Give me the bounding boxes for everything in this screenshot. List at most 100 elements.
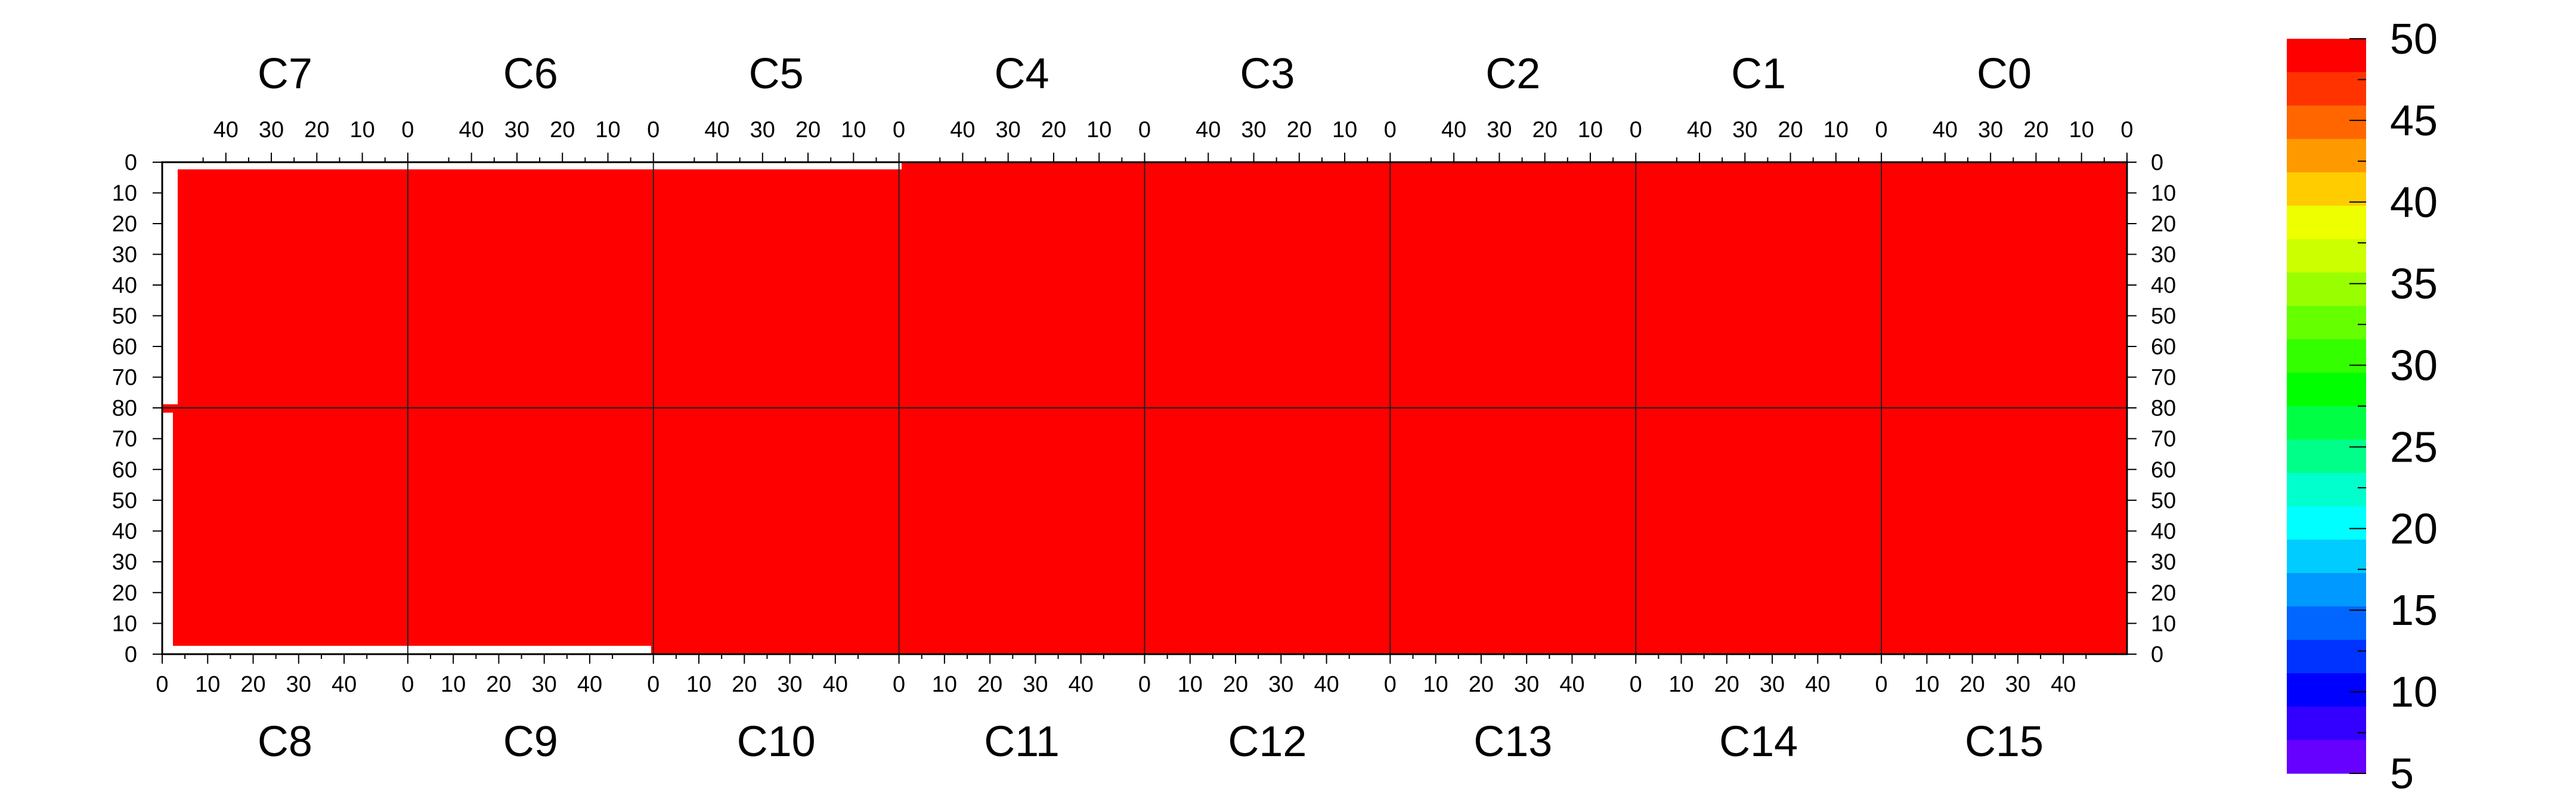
left-tick-label: 20 [112, 581, 137, 606]
right-tick-label: 0 [2151, 642, 2163, 667]
left-tick-label: 0 [125, 150, 137, 175]
colorbar-segment [2287, 406, 2366, 440]
bottom-tick-label: 20 [1223, 672, 1248, 697]
unmapped-strip [162, 413, 173, 654]
top-tick-label: 20 [795, 117, 821, 143]
top-tick-label: 40 [1687, 117, 1712, 143]
bottom-tick-label: 30 [532, 672, 557, 697]
right-tick-label: 10 [2151, 181, 2176, 206]
colorbar-segment [2287, 373, 2366, 407]
colorbar-segment [2287, 273, 2366, 307]
colorbar-segment [2287, 106, 2366, 140]
colorbar-tick-label: 35 [2390, 261, 2438, 308]
left-tick-label: 0 [125, 642, 137, 667]
colorbar-segment [2287, 39, 2366, 73]
colorbar-segment [2287, 573, 2366, 607]
colorbar-segment [2287, 740, 2366, 774]
right-tick-label: 40 [2151, 273, 2176, 298]
bottom-tick-label: 0 [156, 672, 168, 697]
left-tick-label: 10 [112, 181, 137, 206]
chip-label-bottom: C12 [1228, 718, 1306, 766]
bottom-tick-label: 20 [1714, 672, 1739, 697]
right-tick-label: 60 [2151, 457, 2176, 482]
right-tick-label: 80 [2151, 396, 2176, 421]
top-tick-label: 10 [1823, 117, 1849, 143]
bottom-tick-label: 30 [286, 672, 311, 697]
left-tick-label: 10 [112, 611, 137, 636]
bottom-tick-label: 40 [1314, 672, 1339, 697]
top-tick-label: 40 [704, 117, 729, 143]
colorbar-segment [2287, 439, 2366, 473]
chip-label-bottom: C14 [1719, 718, 1798, 766]
colorbar-segment [2287, 506, 2366, 540]
left-tick-label: 40 [112, 273, 137, 298]
chip-label-top: C7 [258, 50, 312, 98]
chip-label-top: C2 [1485, 50, 1540, 98]
colorbar-segment [2287, 640, 2366, 674]
right-tick-label: 50 [2151, 488, 2176, 513]
right-tick-label: 0 [2151, 150, 2163, 175]
chip-label-bottom: C10 [737, 718, 816, 766]
colorbar-tick-label: 15 [2390, 587, 2438, 634]
top-tick-label: 10 [2069, 117, 2094, 143]
bottom-tick-label: 0 [1875, 672, 1888, 697]
bottom-tick-label: 10 [1914, 672, 1939, 697]
top-tick-label: 10 [1578, 117, 1603, 143]
unmapped-strip [162, 162, 178, 404]
top-tick-label: 30 [259, 117, 284, 143]
top-tick-label: 0 [1875, 117, 1888, 143]
bottom-tick-label: 30 [2005, 672, 2030, 697]
left-tick-label: 40 [112, 519, 137, 544]
top-tick-label: 40 [1441, 117, 1466, 143]
top-tick-label: 40 [1933, 117, 1958, 143]
bottom-tick-label: 10 [441, 672, 466, 697]
bottom-tick-label: 10 [686, 672, 711, 697]
right-tick-label: 70 [2151, 366, 2176, 391]
bottom-tick-label: 10 [1178, 672, 1203, 697]
colorbar-segment [2287, 139, 2366, 173]
bottom-tick-label: 20 [1469, 672, 1494, 697]
bottom-tick-label: 10 [1423, 672, 1448, 697]
chip-label-top: C6 [503, 50, 558, 98]
bottom-tick-label: 0 [1138, 672, 1151, 697]
top-tick-label: 20 [304, 117, 329, 143]
colorbar-tick-label: 50 [2390, 16, 2438, 63]
bottom-tick-label: 40 [1069, 672, 1094, 697]
bottom-tick-label: 30 [777, 672, 802, 697]
top-tick-label: 0 [647, 117, 660, 143]
top-tick-label: 30 [504, 117, 530, 143]
chip-label-bottom: C11 [984, 718, 1060, 766]
bottom-tick-label: 0 [1630, 672, 1642, 697]
top-tick-label: 10 [1086, 117, 1111, 143]
left-tick-label: 20 [112, 212, 137, 237]
right-tick-label: 30 [2151, 243, 2176, 268]
colorbar-segment [2287, 172, 2366, 206]
right-tick-label: 20 [2151, 212, 2176, 237]
bottom-tick-label: 40 [332, 672, 357, 697]
right-tick-label: 10 [2151, 611, 2176, 636]
bottom-tick-label: 10 [1668, 672, 1693, 697]
top-tick-label: 20 [1778, 117, 1803, 143]
chip-label-top: C0 [1977, 50, 2032, 98]
bottom-tick-label: 0 [1384, 672, 1397, 697]
colorbar-segment [2287, 206, 2366, 240]
chip-label-bottom: C13 [1473, 718, 1552, 766]
colorbar-segment [2287, 540, 2366, 574]
right-tick-label: 30 [2151, 550, 2176, 575]
colorbar-segment [2287, 473, 2366, 507]
colorbar-tick-label: 25 [2390, 423, 2438, 471]
right-tick-label: 50 [2151, 304, 2176, 329]
chip-label-top: C5 [749, 50, 804, 98]
bottom-tick-label: 30 [1514, 672, 1539, 697]
colorbar-segment [2287, 606, 2366, 640]
bottom-tick-label: 20 [1960, 672, 1985, 697]
top-tick-label: 20 [2023, 117, 2048, 143]
chip-label-bottom: C15 [1965, 718, 2044, 766]
bottom-tick-label: 30 [1268, 672, 1293, 697]
top-tick-label: 10 [1332, 117, 1357, 143]
colorbar-segment [2287, 707, 2366, 741]
chip-label-bottom: C9 [503, 718, 558, 766]
bottom-tick-label: 0 [647, 672, 660, 697]
unmapped-strip [162, 646, 651, 654]
